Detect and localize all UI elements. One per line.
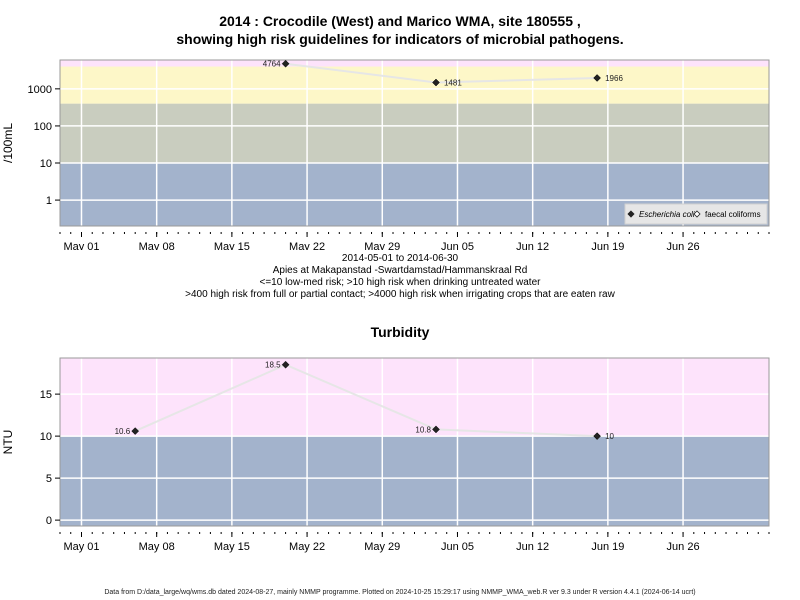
caption-date-range: 2014-05-01 to 2014-06-30 [341, 253, 459, 264]
y-tick-label: 100 [34, 121, 52, 133]
y-tick-label: 1 [46, 195, 52, 207]
data-point-marker [432, 78, 440, 87]
y-tick-label: 10 [40, 158, 52, 170]
x-tick-label: May 22 [289, 241, 325, 250]
x-tick-label: Jun 12 [516, 241, 549, 250]
turbidity-title: Turbidity [370, 324, 430, 340]
data-point-label: 1481 [444, 79, 462, 88]
data-point-marker [432, 425, 440, 434]
data-point-label: 18.5 [265, 361, 281, 370]
legend-marker-ecoli [627, 210, 635, 218]
data-point-label: 4764 [263, 60, 281, 69]
caption-guideline-contact: >400 high risk from full or partial cont… [185, 289, 615, 300]
x-tick-label: May 01 [63, 241, 99, 250]
data-point-label: 1966 [605, 74, 623, 83]
plot-frame [59, 59, 770, 227]
x-tick-label: May 29 [364, 541, 400, 553]
risk-band-0 [60, 436, 769, 526]
x-tick-label: May 29 [364, 241, 400, 250]
y-tick-label: 1000 [28, 84, 52, 96]
y-tick-label: 10 [40, 431, 52, 443]
x-tick-label: Jun 12 [516, 541, 549, 553]
y-tick-label: 5 [46, 473, 52, 485]
legend-label-faecal: faecal coliforms [705, 210, 761, 219]
x-tick-label: Jun 05 [441, 241, 474, 250]
x-tick-label: Jun 19 [591, 541, 624, 553]
chart-title-line-1: 2014 : Crocodile (West) and Marico WMA, … [219, 13, 581, 29]
data-point-marker [281, 360, 290, 369]
series-line [134, 363, 598, 438]
x-tick-label: Jun 05 [441, 541, 474, 553]
x-tick-label: May 22 [289, 541, 325, 553]
risk-band-2 [60, 66, 769, 104]
chart-title-line-2: showing high risk guidelines for indicat… [176, 31, 624, 47]
data-point-label: 10 [605, 432, 614, 441]
y-axis-label: NTU [1, 430, 15, 455]
y-tick-label: 0 [46, 515, 52, 527]
x-tick-label: Jun 26 [667, 241, 700, 250]
risk-band-1 [60, 103, 769, 164]
data-point-marker [593, 432, 601, 440]
data-point-marker [593, 74, 601, 82]
x-tick-label: Jun 19 [591, 241, 624, 250]
x-tick-label: May 15 [214, 541, 250, 553]
x-tick-label: May 15 [214, 241, 250, 250]
data-point-marker [281, 59, 290, 68]
x-tick-label: May 01 [63, 541, 99, 553]
y-tick-label: 15 [40, 389, 52, 401]
x-tick-label: May 08 [139, 241, 175, 250]
footer-note: Data from D:/data_large/wq/wms.db dated … [104, 589, 696, 596]
data-point-marker [131, 427, 140, 435]
caption-site: Apies at Makapanstad -Swartdamstad/Hamma… [272, 265, 528, 276]
legend-marker-faecal [693, 210, 701, 218]
plot-frame [59, 357, 770, 527]
caption-guideline-drinking: <=10 low-med risk; >10 high risk when dr… [259, 277, 541, 288]
legend-label-ecoli: Escherichia coli [639, 210, 695, 219]
y-axis-label: /100mL [1, 123, 15, 163]
data-point-label: 10.8 [415, 425, 431, 434]
risk-band-3 [60, 60, 769, 67]
turbidity-chart: 0 5 10 15 NTU May 01 May 08 May 15 May 22 May 29 J… [1, 357, 770, 553]
x-tick-label: May 08 [139, 541, 175, 553]
microbial-chart: 1 10 100 1000/100mL May 01 May 08 May 15 May 22… [1, 59, 770, 250]
x-tick-label: Jun 26 [667, 541, 700, 553]
data-point-label: 10.6 [115, 427, 131, 436]
risk-band-1 [60, 358, 769, 437]
